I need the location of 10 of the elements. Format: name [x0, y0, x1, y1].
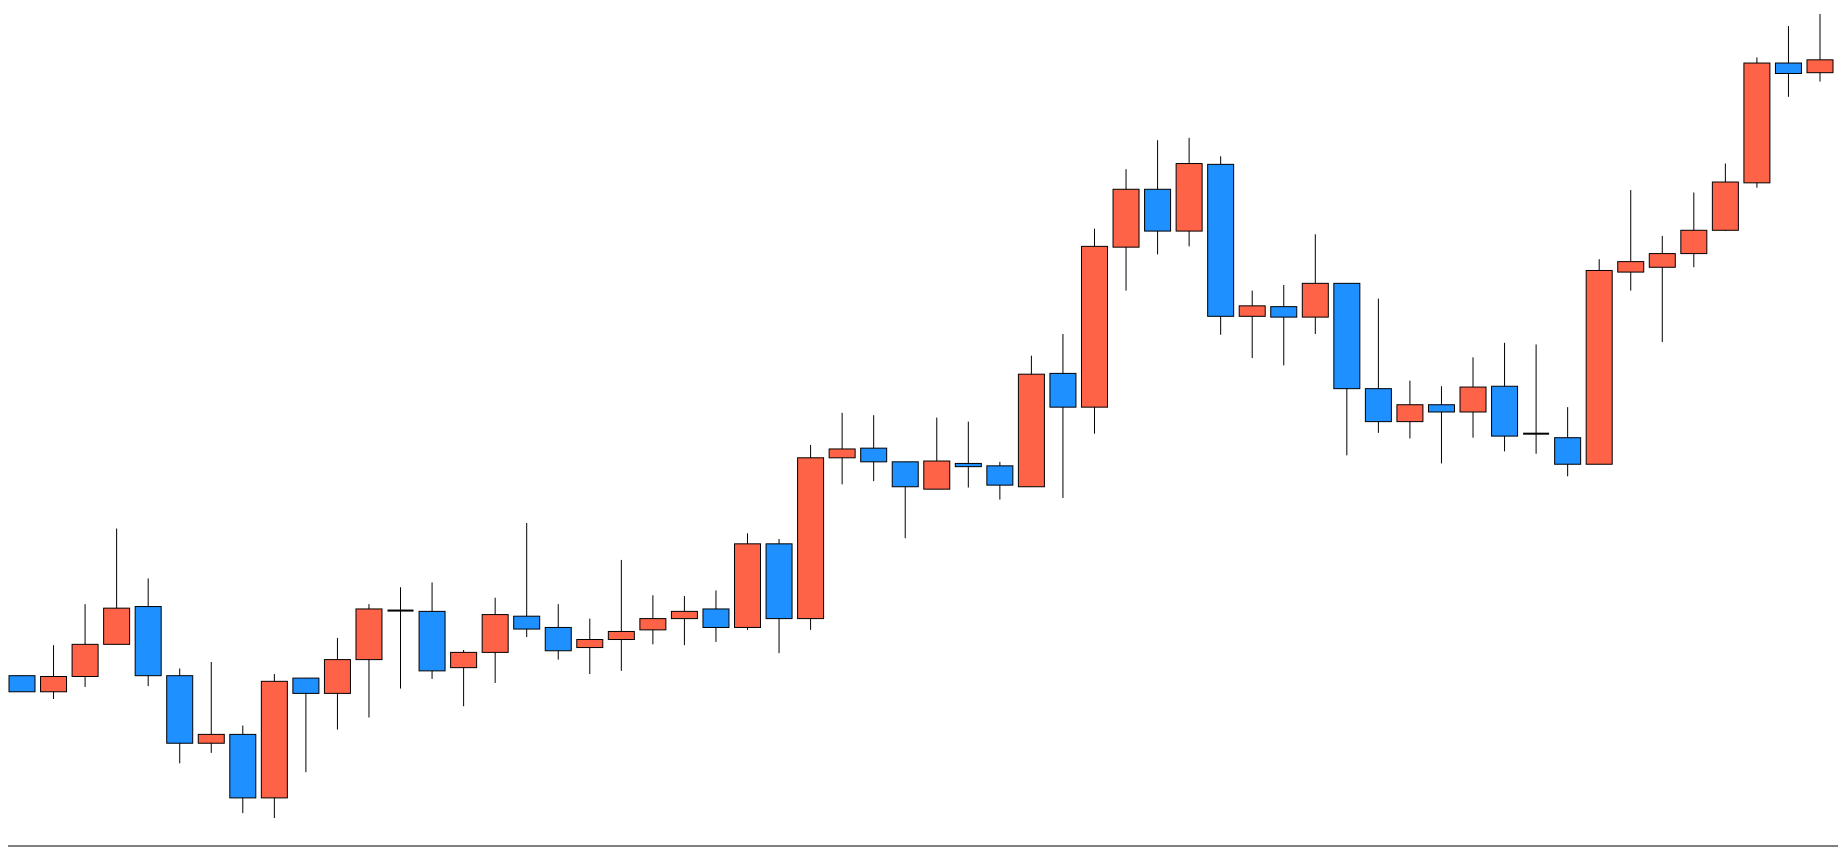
- candlestick: [828, 412, 856, 485]
- candlestick: [576, 618, 604, 675]
- candlestick: [1617, 189, 1645, 292]
- candlestick: [607, 559, 635, 672]
- candlestick: [1523, 343, 1550, 455]
- candlestick: [197, 661, 225, 754]
- candlestick: [954, 421, 982, 489]
- candlestick: [387, 586, 414, 690]
- candlestick: [513, 522, 541, 638]
- candlestick: [1427, 385, 1455, 464]
